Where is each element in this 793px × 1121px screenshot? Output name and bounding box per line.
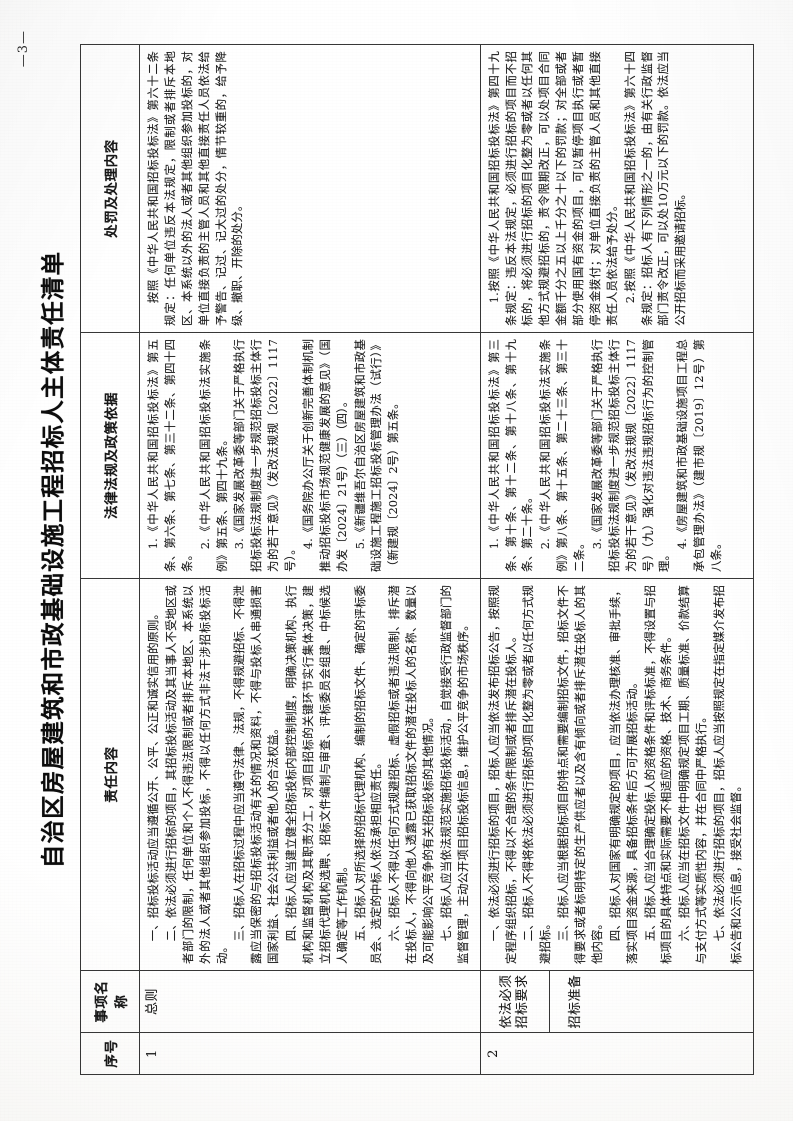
table-header-row: 序号 事项名称 责任内容 法律法规及政策依据 处罚及处理内容 <box>80 44 140 1075</box>
paragraph: 四、招标人应当建立健全招标投标内部控制制度，明确决策机构、执行机构和监督机构及其… <box>284 584 349 964</box>
column-header-name: 事项名称 <box>80 970 140 1033</box>
column-header-penalty: 处罚及处理内容 <box>80 44 140 333</box>
row-item-name: 依法必须招标要求 招标准备 <box>480 970 754 1033</box>
paragraph: 三、招标人应当根据招标项目的特点和需要编制招标文件，招标文件不得要求或者标明特定… <box>556 584 604 964</box>
paragraph: 一、招标投标活动应当遵循公开、公平、公正和诚实信用的原则。 <box>146 607 160 942</box>
paragraph: 4.《国务院办公厅关于创新完善体制机制推动招标投标市场规范健康发展的意见》（国办… <box>300 339 349 572</box>
paragraph: 四、招标人对国家有明确规定的项目，应当依法办理核准、审批手续，落实项目资金来源，… <box>607 584 639 964</box>
paragraph: 3.《国家发展改革委等部门关于严格执行招标投标法规制度进一步规范招标投标主体行为… <box>589 339 672 572</box>
paragraph: 3.《国家发展改革委等部门关于严格执行招标投标法规制度进一步规范招标投标主体行为… <box>232 339 297 572</box>
paragraph: 1.《中华人民共和国招标投标法》第五条、第六条、第七条、第三十二条、第四十四条。 <box>146 339 194 572</box>
paragraph: 七、依法必须进行招标的项目，招标人应当按照规定在指定媒介发布招标公告和公示信息，… <box>712 584 743 964</box>
paragraph: 4.《房屋建筑和市政基础设施项目工程总承包管理办法》（建市规〔2019〕12号）… <box>675 339 723 572</box>
table-row: 1 总则 一、招标投标活动应当遵循公开、公平、公正和诚实信用的原则。 二、依法必须进行… <box>139 44 481 1075</box>
row-responsibility-content: 一、招标投标活动应当遵循公开、公平、公正和诚实信用的原则。 二、依法必须进行招标的… <box>139 578 481 971</box>
column-header-law: 法律法规及政策依据 <box>80 332 140 579</box>
row-responsibility-content: 一、依法必须进行招标的项目，招标人应当依法发布招标公告，按照规定程序组织招标，不… <box>480 578 754 971</box>
paragraph: 1.按照《中华人民共和国招标投标法》第四十九条规定：违反本法规定，必须进行招标的… <box>486 51 619 326</box>
paragraph: 按照《中华人民共和国招标投标法》第六十二条规定：任何单位违反本法规定，限制或者排… <box>146 51 245 326</box>
paragraph: 二、依法必须进行招标的项目，其招标投标活动及其当事人不受地区或者部门的限制，任何… <box>163 584 229 964</box>
page-title: 自治区房屋建筑和市政基础设施工程招标人主体责任清单 <box>39 250 67 869</box>
paragraph: 1.《中华人民共和国招标投标法》第三条、第十条、第十二条、第十八条、第十九条、第… <box>486 339 535 572</box>
row-index: 2 <box>480 1032 754 1075</box>
column-header-index: 序号 <box>80 1032 140 1075</box>
row-item-name-secondary: 招标准备 <box>568 974 584 1029</box>
paragraph: 七、招标人应当依法规范实施招标投标活动，自觉接受行政监督部门的监督管理，主动公开… <box>438 584 470 964</box>
paragraph: 五、招标人对所选择的招标代理机构、编制的招标文件、确定的评标委员会、选定的中标人… <box>352 584 384 964</box>
column-header-resp: 责任内容 <box>80 578 140 971</box>
paragraph: 二、招标人不得将依法必须进行招标的项目化整为零或者以任何方式规避招标。 <box>521 584 553 964</box>
paragraph: 三、招标人在招标过程中应当遵守法律、法规，不得规避招标、不得泄露应当保密的与招标… <box>232 584 281 964</box>
paragraph: 六、招标人应当在招标文件中明确规定项目工期、质量标准、价款结算与支付方式等实质性… <box>677 584 709 964</box>
row-item-name-primary: 依法必须招标要求 <box>480 971 551 1032</box>
page-number: —3— <box>16 30 31 68</box>
paragraph: 5.《新疆维吾尔自治区房屋建筑和市政基础设施工程施工招标投标管理办法（试行）》（… <box>352 339 401 572</box>
row-penalty-content: 按照《中华人民共和国招标投标法》第六十二条规定：任何单位违反本法规定，限制或者排… <box>139 44 481 333</box>
row-penalty-content: 1.按照《中华人民共和国招标投标法》第四十九条规定：违反本法规定，必须进行招标的… <box>480 44 754 333</box>
table-row: 2 依法必须招标要求 招标准备 一、依法必须进行招标的项目，招标人应当依法发布招标公告… <box>480 44 754 1075</box>
row-legal-basis: 1.《中华人民共和国招标投标法》第五条、第六条、第七条、第三十二条、第四十四条。… <box>139 332 481 579</box>
paragraph: 一、依法必须进行招标的项目，招标人应当依法发布招标公告，按照规定程序组织招标，不… <box>486 584 518 964</box>
row-legal-basis: 1.《中华人民共和国招标投标法》第三条、第十条、第十二条、第十八条、第十九条、第… <box>480 332 754 579</box>
paragraph: 2.《中华人民共和国招标投标法实施条例》第八条、第十五条、第二十三条、第三十二条… <box>538 339 586 572</box>
paragraph: 2.《中华人民共和国招标投标法实施条例》第五条、第四十九条。 <box>197 339 229 572</box>
paragraph: 五、招标人应当合理确定投标人的资格条件和评标标准，不得设置与招标项目的具体特点和… <box>642 584 674 964</box>
row-index: 1 <box>139 1032 481 1075</box>
responsibility-list-table: 序号 事项名称 责任内容 法律法规及政策依据 处罚及处理内容 1 总则 一、招标投标… <box>80 44 754 1075</box>
paragraph: 六、招标人不得以任何方式规避招标、虚假招标或者违法限制、排斥潜在投标人，不得向他… <box>387 584 435 964</box>
paragraph: 2.按照《中华人民共和国招标投标法》第六十四条规定：招标人有下列情形之一的，由有… <box>622 51 688 326</box>
table-body: 1 总则 一、招标投标活动应当遵循公开、公平、公正和诚实信用的原则。 二、依法必须进行… <box>139 44 754 1075</box>
row-item-name: 总则 <box>139 970 481 1033</box>
